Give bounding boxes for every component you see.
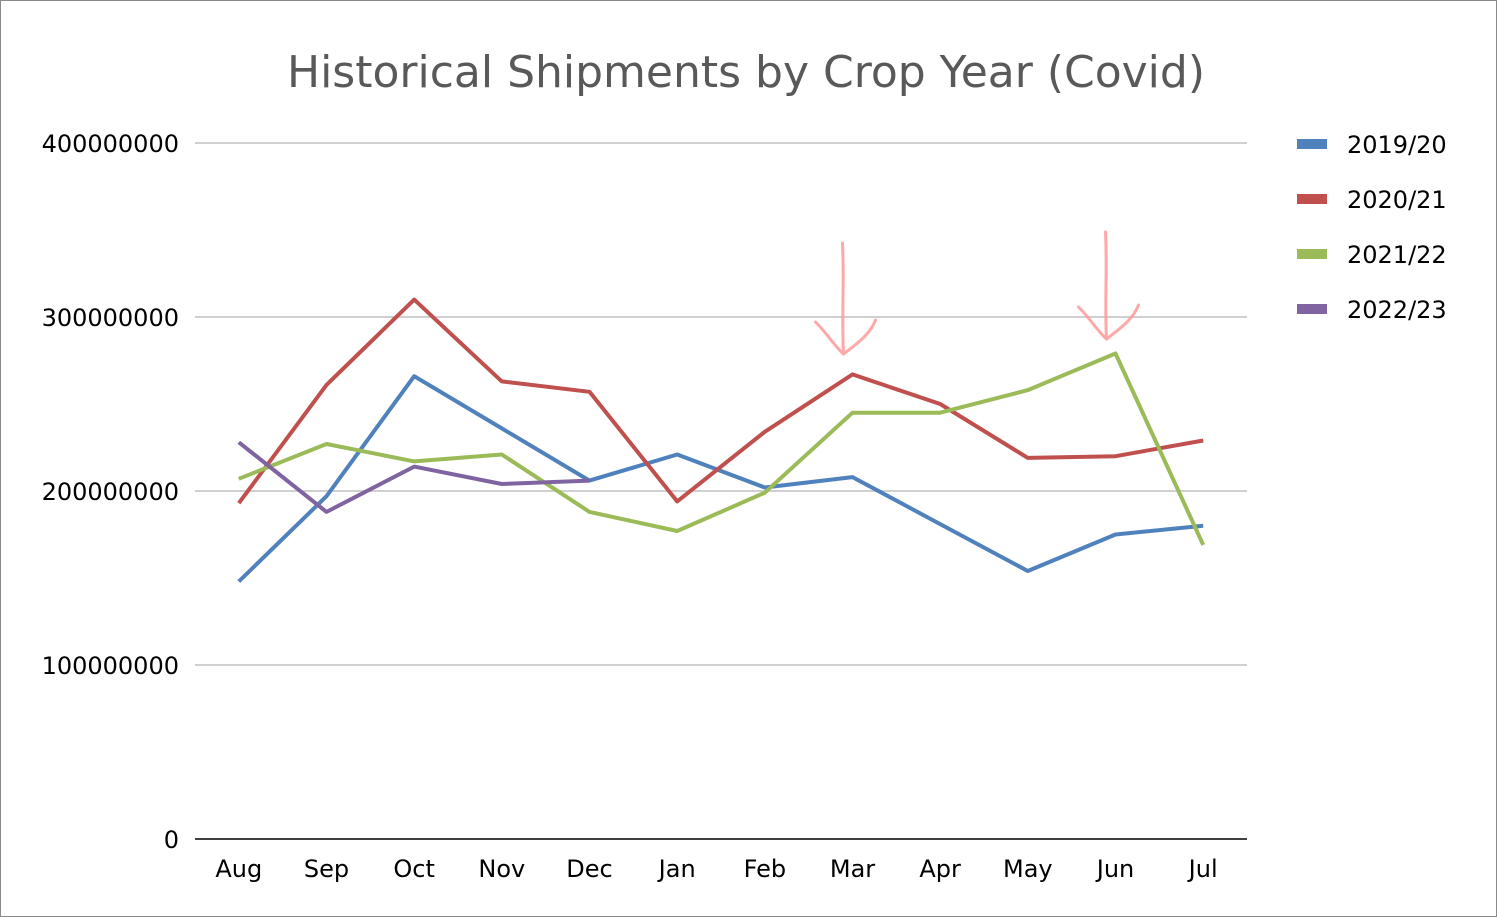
x-tick-label: Jan — [657, 855, 696, 883]
x-tick-label: Jul — [1187, 855, 1218, 883]
annotation-arrow-jun — [1077, 230, 1140, 341]
arrow-shaft — [841, 241, 845, 356]
y-tick-label: 100000000 — [42, 652, 179, 680]
chart-title: Historical Shipments by Crop Year (Covid… — [287, 47, 1205, 98]
legend-swatch — [1297, 249, 1327, 259]
legend-label: 2022/23 — [1347, 296, 1447, 324]
x-tick-label: Sep — [304, 855, 349, 883]
legend: 2019/20 2020/21 2021/22 2022/23 — [1297, 131, 1447, 324]
legend-label: 2020/21 — [1347, 186, 1447, 214]
arrow-head-left — [814, 320, 845, 356]
legend-swatch — [1297, 139, 1327, 149]
x-tick-label: Aug — [215, 855, 262, 883]
series-line-2021-22 — [238, 351, 1206, 546]
y-tick-label: 300000000 — [42, 304, 179, 332]
y-tick-label: 200000000 — [42, 478, 179, 506]
series-line-2020-21 — [237, 297, 1204, 505]
arrow-head-right — [1105, 303, 1140, 341]
x-tick-label: Apr — [919, 855, 961, 883]
legend-swatch — [1297, 194, 1327, 204]
axes: 0 100000000 200000000 300000000 400000000 Aug… — [42, 130, 1247, 883]
y-tick-label: 0 — [164, 826, 179, 854]
x-tick-label: May — [1003, 855, 1053, 883]
y-tick-label: 400000000 — [42, 130, 179, 158]
legend-label: 2021/22 — [1347, 241, 1447, 269]
x-tick-label: Jun — [1095, 855, 1135, 883]
series-line-2019-20 — [237, 374, 1204, 583]
gridlines — [195, 142, 1247, 666]
x-tick-label: Feb — [744, 855, 787, 883]
x-tick-label: Dec — [566, 855, 612, 883]
arrow-head-right — [842, 318, 877, 356]
x-tick-label: Mar — [830, 855, 875, 883]
legend-label: 2019/20 — [1347, 131, 1447, 159]
arrow-head-left — [1077, 305, 1108, 341]
legend-swatch — [1297, 304, 1327, 314]
x-tick-label: Oct — [393, 855, 435, 883]
series-line-2022-23 — [237, 440, 590, 514]
annotation-arrow-mar — [814, 241, 877, 356]
x-tick-label: Nov — [478, 855, 525, 883]
annotations — [814, 230, 1140, 356]
arrow-shaft — [1104, 230, 1108, 341]
series-lines — [237, 297, 1206, 583]
